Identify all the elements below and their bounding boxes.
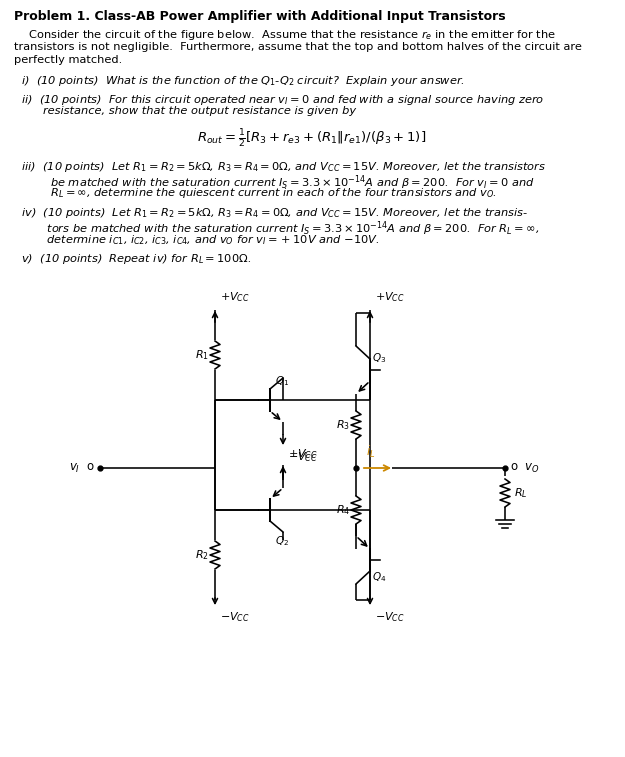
Text: be matched with the saturation current $I_S = 3.3 \times 10^{-14}$A and $\beta =: be matched with the saturation current $… [14,173,534,192]
Text: transistors is not negligible.  Furthermore, assume that the top and bottom halv: transistors is not negligible. Furthermo… [14,42,582,51]
Text: $R_1$: $R_1$ [195,348,209,362]
Text: $v$)  (10 points)  Repeat $iv$) for $R_L = 100\Omega$.: $v$) (10 points) Repeat $iv$) for $R_L =… [14,253,251,266]
Text: determine $i_{C1}$, $i_{C2}$, $i_{C3}$, $i_{C4}$, and $v_O$ for $v_I = +10V$ and: determine $i_{C1}$, $i_{C2}$, $i_{C3}$, … [14,233,379,247]
Text: $R_2$: $R_2$ [195,548,209,562]
Text: $+V_{CC}$: $+V_{CC}$ [375,290,405,304]
Text: $+V_{CC}$: $+V_{CC}$ [288,447,318,461]
Text: $Q_1$: $Q_1$ [275,374,289,388]
Text: $R_3$: $R_3$ [336,418,350,432]
Text: $-V_{CC}$: $-V_{CC}$ [375,610,405,624]
Text: Problem 1. Class-AB Power Amplifier with Additional Input Transistors: Problem 1. Class-AB Power Amplifier with… [14,10,506,23]
Text: $i$)  (10 points)  What is the function of the $Q_1$-$Q_2$ circuit?  Explain you: $i$) (10 points) What is the function of… [14,73,465,88]
Text: $R_L$: $R_L$ [514,486,528,500]
Text: $Q_3$: $Q_3$ [372,351,386,365]
Text: $-V_{CC}$: $-V_{CC}$ [220,610,250,624]
Text: $ii$)  (10 points)  For this circuit operated near $v_I = 0$ and fed with a sign: $ii$) (10 points) For this circuit opera… [14,93,544,107]
Text: resistance, show that the output resistance is given by: resistance, show that the output resista… [14,107,356,117]
Text: $Q_2$: $Q_2$ [275,534,289,548]
Text: $v_I$  o: $v_I$ o [69,462,95,475]
Text: $R_4$: $R_4$ [336,503,350,517]
Text: o  $v_O$: o $v_O$ [510,462,540,475]
Text: $-V_{CC}$: $-V_{CC}$ [288,450,318,464]
Text: Consider the circuit of the figure below.  Assume that the resistance $r_e$ in t: Consider the circuit of the figure below… [14,28,556,42]
Text: perfectly matched.: perfectly matched. [14,55,123,65]
Text: $Q_4$: $Q_4$ [372,570,386,584]
Text: $i_L$: $i_L$ [366,444,376,460]
Text: $iv$)  (10 points)  Let $R_1 = R_2 = 5k\Omega$, $R_3 = R_4 = 0\Omega$, and $V_{C: $iv$) (10 points) Let $R_1 = R_2 = 5k\Om… [14,206,528,220]
Text: $R_L = \infty$, determine the quiescent current in each of the four transistors : $R_L = \infty$, determine the quiescent … [14,186,497,201]
Text: $R_{out} = \frac{1}{2}[R_3 + r_{e3} + (R_1 \| r_{e1})/(\beta_3 + 1)]$: $R_{out} = \frac{1}{2}[R_3 + r_{e3} + (R… [198,128,427,150]
Text: $iii$)  (10 points)  Let $R_1 = R_2 = 5k\Omega$, $R_3 = R_4 = 0\Omega$, and $V_{: $iii$) (10 points) Let $R_1 = R_2 = 5k\O… [14,160,546,173]
Text: $+V_{CC}$: $+V_{CC}$ [220,290,250,304]
Text: tors be matched with the saturation current $I_S = 3.3 \times 10^{-14}$A and $\b: tors be matched with the saturation curr… [14,220,539,238]
